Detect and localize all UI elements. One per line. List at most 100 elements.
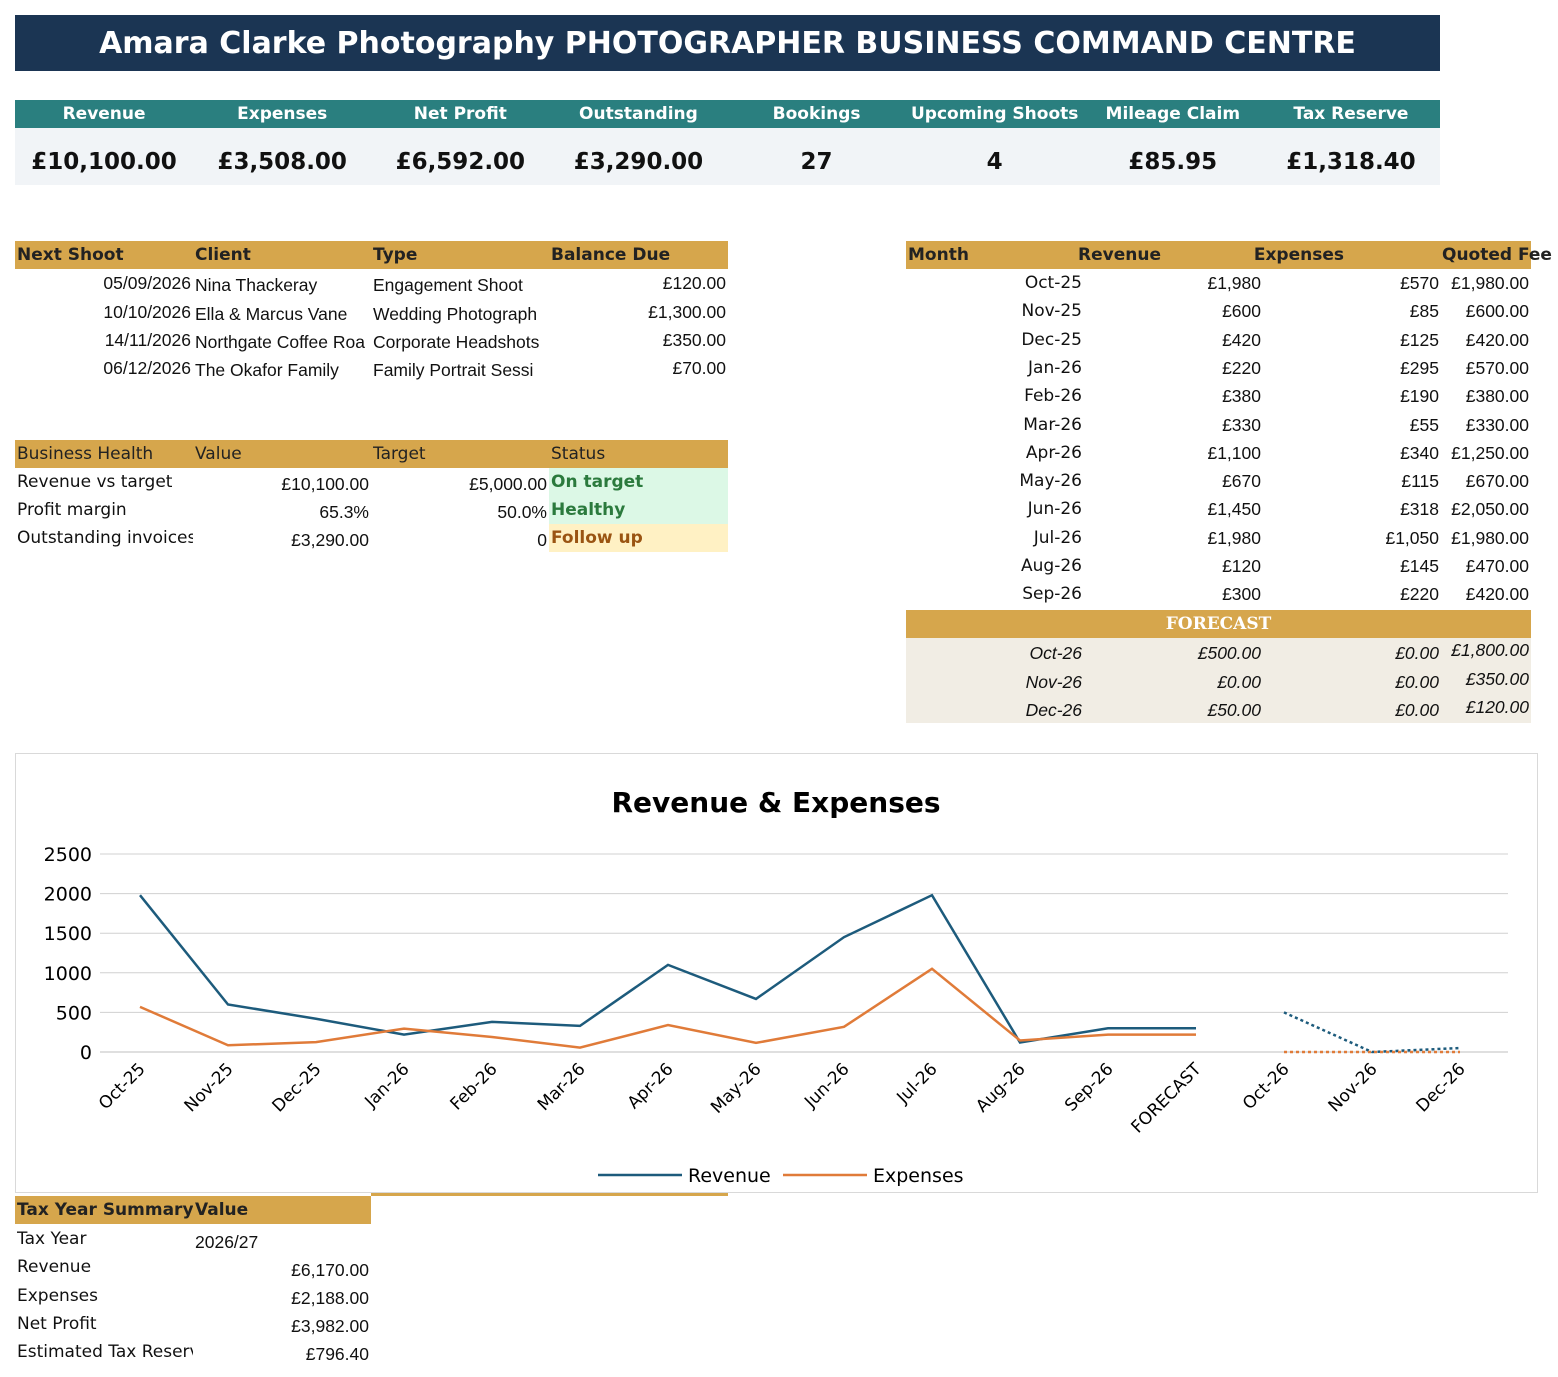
month-expenses[interactable]: £570 — [1400, 273, 1439, 293]
shoot-client[interactable]: The Okafor Family — [195, 360, 339, 380]
month-label[interactable]: Oct-25 — [1024, 273, 1082, 293]
forecast-month-revenue[interactable]: £500.00 — [1197, 643, 1261, 663]
month-quoted-fee[interactable]: £600.00 — [1465, 301, 1529, 322]
health-target[interactable]: 50.0% — [497, 502, 547, 522]
kpi-value[interactable]: 27 — [800, 148, 833, 175]
forecast-month-expenses[interactable]: £0.00 — [1395, 643, 1439, 663]
kpi-value[interactable]: 4 — [986, 148, 1003, 175]
tax-value[interactable]: £3,982.00 — [291, 1316, 369, 1336]
month-quoted-fee[interactable]: £420.00 — [1465, 329, 1529, 350]
forecast-month-label[interactable]: Oct-26 — [1029, 643, 1082, 663]
month-revenue[interactable]: £1,980 — [1207, 273, 1261, 293]
month-label[interactable]: Sep-26 — [1022, 584, 1082, 605]
month-label[interactable]: Feb-26 — [1024, 386, 1082, 407]
tax-value[interactable]: £6,170.00 — [291, 1260, 369, 1280]
month-quoted-fee[interactable]: £1,980.00 — [1451, 527, 1529, 548]
kpi-value[interactable]: £3,290.00 — [573, 148, 704, 175]
month-quoted-fee[interactable]: £380.00 — [1465, 386, 1529, 407]
forecast-month-label[interactable]: Nov-26 — [1025, 671, 1082, 692]
month-revenue[interactable]: £1,450 — [1207, 499, 1261, 520]
kpi-value[interactable]: £3,508.00 — [217, 148, 347, 175]
month-expenses[interactable]: £125 — [1400, 329, 1439, 350]
shoot-type[interactable]: Engagement Shoot — [373, 275, 523, 295]
shoot-client[interactable]: Northgate Coffee Roa — [195, 332, 365, 352]
tax-value[interactable]: £2,188.00 — [291, 1288, 369, 1308]
month-label[interactable]: May-26 — [1019, 471, 1082, 492]
month-label[interactable]: Dec-25 — [1021, 329, 1082, 350]
expenses-line[interactable] — [139, 967, 1196, 1049]
health-value[interactable]: £10,100.00 — [281, 474, 369, 494]
kpi-value[interactable]: £1,318.40 — [1286, 148, 1416, 175]
month-expenses[interactable]: £220 — [1400, 584, 1439, 605]
forecast-month-label[interactable]: Dec-26 — [1025, 700, 1082, 720]
shoot-balance[interactable]: £1,300.00 — [648, 302, 726, 322]
month-revenue[interactable]: £670 — [1222, 471, 1261, 492]
month-quoted-fee[interactable]: £2,050.00 — [1451, 499, 1529, 520]
month-quoted-fee[interactable]: £1,980.00 — [1451, 273, 1529, 293]
month-label[interactable]: Mar-26 — [1023, 414, 1082, 435]
shoot-client[interactable]: Nina Thackeray — [195, 275, 318, 295]
revenue-forecast-line[interactable] — [1283, 1011, 1461, 1054]
shoot-balance[interactable]: £70.00 — [672, 358, 726, 378]
month-revenue[interactable]: £600 — [1222, 301, 1261, 322]
shoot-client[interactable]: Ella & Marcus Vane — [195, 304, 348, 324]
shoot-balance[interactable]: £120.00 — [662, 273, 726, 293]
forecast-month-quoted-fee[interactable]: £120.00 — [1465, 697, 1529, 717]
revenue-line[interactable] — [139, 893, 1196, 1044]
kpi-value[interactable]: £6,592.00 — [395, 148, 526, 175]
kpi-value[interactable]: £85.95 — [1128, 148, 1218, 175]
month-revenue[interactable]: £330 — [1222, 414, 1261, 435]
month-expenses[interactable]: £145 — [1400, 556, 1439, 576]
forecast-month-revenue[interactable]: £50.00 — [1207, 700, 1261, 720]
month-expenses[interactable]: £190 — [1400, 386, 1439, 407]
month-revenue[interactable]: £1,980 — [1207, 527, 1261, 548]
month-expenses[interactable]: £295 — [1400, 357, 1439, 378]
shoot-balance[interactable]: £350.00 — [662, 330, 726, 350]
tax-value[interactable]: 2026/27 — [195, 1232, 259, 1252]
shoot-type[interactable]: Corporate Headshots — [373, 332, 540, 352]
shoot-date[interactable]: 06/12/2026 — [103, 358, 191, 378]
month-revenue[interactable]: £220 — [1222, 357, 1261, 378]
forecast-month-quoted-fee[interactable]: £350.00 — [1465, 668, 1529, 689]
shoot-date[interactable]: 10/10/2026 — [103, 302, 191, 322]
month-quoted-fee[interactable]: £1,250.00 — [1451, 442, 1529, 463]
month-expenses[interactable]: £1,050 — [1385, 527, 1439, 548]
forecast-month-revenue[interactable]: £0.00 — [1217, 671, 1261, 692]
month-revenue[interactable]: £420 — [1222, 329, 1261, 350]
month-label[interactable]: Jun-26 — [1027, 499, 1082, 520]
month-revenue[interactable]: £380 — [1222, 386, 1261, 407]
month-label[interactable]: Nov-25 — [1021, 301, 1083, 322]
month-quoted-fee[interactable]: £420.00 — [1465, 584, 1529, 605]
month-quoted-fee[interactable]: £470.00 — [1465, 556, 1529, 576]
month-expenses[interactable]: £85 — [1409, 301, 1439, 322]
health-target[interactable]: 0 — [537, 530, 547, 550]
month-revenue[interactable]: £120 — [1222, 556, 1261, 576]
month-expenses[interactable]: £115 — [1401, 471, 1439, 492]
month-label[interactable]: Apr-26 — [1025, 442, 1082, 463]
shoot-date[interactable]: 05/09/2026 — [103, 273, 191, 293]
month-quoted-fee[interactable]: £670.00 — [1465, 471, 1529, 492]
month-revenue[interactable]: £1,100 — [1207, 442, 1261, 463]
month-expenses[interactable]: £340 — [1400, 442, 1439, 463]
month-label[interactable]: Jan-26 — [1028, 357, 1082, 378]
health-value[interactable]: £3,290.00 — [291, 530, 369, 550]
tax-value[interactable]: £796.40 — [305, 1344, 369, 1364]
forecast-month-expenses[interactable]: £0.00 — [1395, 671, 1439, 692]
forecast-month-quoted-fee[interactable]: £1,800.00 — [1451, 640, 1529, 660]
month-quoted-fee[interactable]: £570.00 — [1465, 357, 1529, 378]
health-target[interactable]: £5,000.00 — [469, 474, 547, 494]
month-expenses[interactable]: £318 — [1400, 499, 1439, 520]
month-label[interactable]: Jul-26 — [1033, 527, 1082, 548]
forecast-month-expenses[interactable]: £0.00 — [1395, 700, 1439, 720]
chart-legend[interactable]: Revenue Expenses — [598, 1165, 964, 1187]
month-revenue[interactable]: £300 — [1222, 584, 1261, 605]
kpi-value[interactable]: £10,100.00 — [31, 148, 177, 175]
revenue-expenses-chart[interactable]: Revenue & Expenses 0 500 1000 1500 2000 2500 … — [15, 753, 1538, 1193]
shoot-type[interactable]: Wedding Photograph — [373, 304, 538, 324]
month-expenses[interactable]: £55 — [1409, 414, 1439, 435]
shoot-date[interactable]: 14/11/2026 — [104, 330, 191, 350]
month-label[interactable]: Aug-26 — [1021, 556, 1082, 576]
month-quoted-fee[interactable]: £330.00 — [1465, 414, 1529, 435]
health-value[interactable]: 65.3% — [319, 502, 369, 522]
shoot-type[interactable]: Family Portrait Sessi — [373, 360, 534, 380]
